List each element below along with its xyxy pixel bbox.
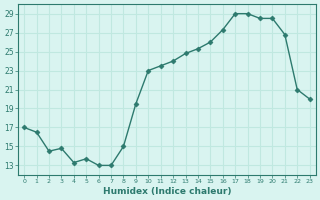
X-axis label: Humidex (Indice chaleur): Humidex (Indice chaleur) (103, 187, 231, 196)
